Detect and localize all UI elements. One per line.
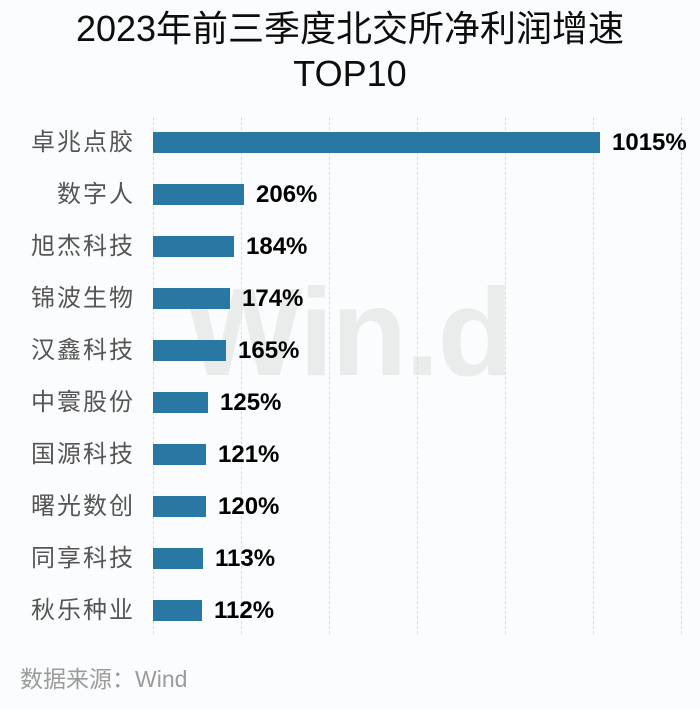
- gridline: [593, 117, 594, 634]
- bar-category-label: 国源科技: [31, 441, 135, 468]
- bar-value-label: 165%: [238, 337, 300, 364]
- bar-value-label: 112%: [214, 597, 275, 624]
- bar: [153, 132, 600, 153]
- bar-category-label: 同享科技: [31, 545, 135, 572]
- chart-title-line1: 2023年前三季度北交所净利润增速: [75, 8, 625, 49]
- wind-watermark: Win.d: [185, 264, 513, 402]
- bar: [153, 600, 202, 621]
- gridline: [417, 117, 418, 634]
- bar: [153, 340, 226, 361]
- bar-category-label: 锦波生物: [31, 285, 135, 312]
- bar-category-label: 数字人: [57, 181, 135, 208]
- bar: [153, 236, 234, 257]
- bar-value-label: 113%: [215, 545, 276, 572]
- bar-category-label: 旭杰科技: [31, 233, 135, 260]
- gridline: [241, 117, 242, 634]
- bar-value-label: 1015%: [612, 129, 687, 156]
- gridline: [153, 117, 154, 634]
- bar-value-label: 184%: [246, 233, 308, 260]
- bar-category-label: 秋乐种业: [31, 597, 135, 624]
- bar-category-label: 汉鑫科技: [31, 337, 135, 364]
- gridline: [329, 117, 330, 634]
- bar-value-label: 206%: [256, 181, 318, 208]
- bar: [153, 288, 230, 309]
- gridline: [505, 117, 506, 634]
- bar-value-label: 174%: [242, 285, 304, 312]
- data-source-note: 数据来源：Wind: [20, 666, 188, 692]
- bar-value-label: 120%: [218, 493, 280, 520]
- chart-title-line2: TOP10: [293, 53, 407, 94]
- gridline: [681, 117, 682, 634]
- bar: [153, 392, 208, 413]
- bar-category-label: 曙光数创: [31, 493, 135, 520]
- bar-category-label: 中寰股份: [31, 389, 135, 416]
- bar-value-label: 125%: [220, 389, 282, 416]
- chart-title: 2023年前三季度北交所净利润增速 TOP10: [0, 6, 700, 96]
- bar: [153, 496, 206, 517]
- bar: [153, 184, 244, 205]
- bar: [153, 548, 203, 569]
- bar-value-label: 121%: [218, 441, 280, 468]
- bar-chart-plot-area: 卓兆点胶 1015% 数字人 206% 旭杰科技 184% 锦波生物 174% 汉鑫科技 165%…: [0, 117, 700, 634]
- bar: [153, 444, 206, 465]
- bar-category-label: 卓兆点胶: [31, 129, 135, 156]
